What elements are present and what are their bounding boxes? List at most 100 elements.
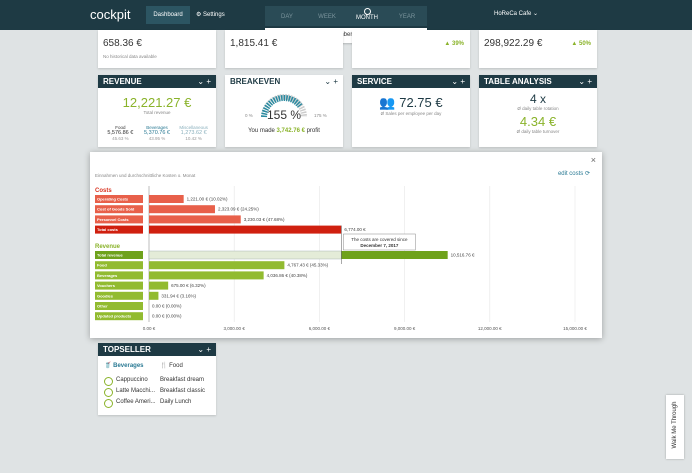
- chart: 0.00 € 3,000.00 € 6,000.00 € 9,000.00 € 12,0…: [95, 186, 587, 331]
- x-tick-label: 6,000.00 €: [309, 326, 331, 331]
- category-label: Other: [97, 304, 108, 309]
- walk-button[interactable]: Walk Me Through: [666, 395, 684, 459]
- tab[interactable]: 🍴 Food: [160, 363, 183, 369]
- gauge-min: 0 %: [245, 113, 253, 118]
- bar: [149, 225, 342, 234]
- period[interactable]: DAY: [281, 14, 293, 20]
- category-box: [95, 251, 143, 259]
- period[interactable]: WEEK: [318, 14, 336, 20]
- category-box: [95, 195, 143, 203]
- nav-dashboard[interactable]: Dashboard: [146, 6, 190, 24]
- bar: [149, 205, 215, 214]
- card-title: REVENUE: [103, 77, 142, 86]
- breakdown-item: Miscellaneous 1,273.62 €10.42 %: [175, 125, 212, 141]
- value-label: 6,774.00 €: [344, 227, 366, 232]
- breakdown-share: 43.95 %: [148, 136, 166, 141]
- annotation: The costs are covered since: [351, 237, 408, 242]
- card-change: ▲ 50%: [571, 41, 591, 47]
- rank: [104, 399, 113, 408]
- table-card: TABLE ANALYSIS ⌄ + 4 x Ø daily table rota…: [479, 75, 597, 147]
- bar: [149, 215, 241, 224]
- nav-settings-label: Settings: [203, 12, 225, 18]
- x-tick-label: 9,000.00 €: [394, 326, 416, 331]
- service-caption: Ø Sales per employee per day: [380, 111, 442, 116]
- topseller-item: Breakfast classic: [160, 388, 206, 394]
- breakdown-label: Food: [115, 125, 126, 130]
- turnover-caption: Ø daily table turnover: [516, 129, 560, 134]
- edit-costs[interactable]: edit costs ⟳: [557, 171, 590, 177]
- category-label: Operating Costs: [97, 197, 129, 202]
- gauge-max: 175 %: [314, 113, 327, 118]
- card-title: TOPSELLER: [103, 345, 151, 354]
- top-card: ▲ 39%: [352, 30, 470, 68]
- breakdown-value: 5,576.86 €: [107, 130, 134, 136]
- gauge-fill: [261, 94, 303, 118]
- card-header: REVENUE ⌄ +: [98, 75, 216, 88]
- period[interactable]: YEAR: [398, 14, 416, 20]
- bar: [149, 291, 159, 300]
- category-box: [95, 312, 143, 321]
- annotation-box: [343, 233, 416, 251]
- bar: [149, 195, 184, 203]
- msg: profit: [306, 128, 320, 134]
- card-value: 658.36 €: [103, 38, 142, 49]
- tab[interactable]: 🥤 Beverages: [104, 363, 144, 369]
- popup-subtitle: Einnahmen und durchschnittliche Kosten o…: [95, 173, 196, 178]
- service-value: 👥 72.75 €: [379, 95, 443, 110]
- value-label: 4,036.86 € (40.38%): [267, 273, 308, 278]
- card-note: No historical data available: [103, 54, 157, 59]
- service-amount: 72.75 €: [399, 95, 443, 110]
- tab-label: Food: [169, 363, 183, 369]
- close[interactable]: ×: [590, 155, 596, 165]
- bar: [149, 281, 169, 290]
- category-label: Updated products: [97, 314, 132, 319]
- date: December 2017: [324, 32, 368, 38]
- card-title: TABLE ANALYSIS: [484, 77, 552, 86]
- category-box: [95, 291, 143, 300]
- breakdown-value: 5,370.76 €: [144, 130, 170, 136]
- top-card: 298,922.29 € ▲ 50%: [479, 30, 597, 68]
- value-label: 3,230.03 € (47.68%): [244, 217, 285, 222]
- breakdown: Food 5,576.86 €45.63 % Beverages 5,370.76 €…: [102, 125, 212, 141]
- value-label: 10,516.76 €: [451, 253, 475, 258]
- card-title: SERVICE: [357, 77, 392, 86]
- period-selector: DAY WEEK MONTH YEAR: [265, 6, 427, 26]
- breakdown-item: Food 5,576.86 €45.63 %: [102, 125, 139, 141]
- breakdown-share: 10.42 %: [185, 136, 202, 141]
- value-label: 0.00 € (0.00%): [152, 304, 182, 309]
- profit: 3,742.76 €: [276, 128, 305, 134]
- revenue-value: 12,221.27 €: [122, 95, 192, 110]
- category-label: Food: [97, 263, 107, 268]
- revenue-caption: Total revenue: [143, 110, 171, 115]
- edit-label: edit costs: [557, 171, 584, 177]
- venue[interactable]: HoReCa Cafe ⌄: [494, 11, 539, 17]
- bar: [149, 261, 285, 270]
- covered-costs: [148, 250, 342, 260]
- breakdown-value: 1,273.62 €: [180, 130, 207, 136]
- card-title: BREAKEVEN: [230, 77, 281, 86]
- tab-label: Beverages: [113, 363, 144, 369]
- logo: cockpit: [90, 7, 131, 22]
- nav-settings[interactable]: ⚙ Settings: [196, 12, 225, 18]
- value-label: 2,323.09 € (24.25%): [218, 207, 259, 212]
- top-card: 1,815.41 €: [225, 30, 343, 68]
- annotation-date: December 7, 2017: [360, 243, 399, 248]
- value-label: 331.94 € (3.16%): [161, 293, 196, 298]
- category-box: [95, 271, 143, 280]
- card-change: ▲ 39%: [444, 41, 464, 47]
- category-label: Goodies: [97, 293, 114, 298]
- breakdown-item: Beverages 5,370.76 €43.95 %: [139, 125, 176, 141]
- topseller-item: Breakfast dream: [160, 377, 205, 383]
- card-header: SERVICE ⌄ +: [352, 75, 470, 88]
- rotation: 4 x: [529, 92, 546, 106]
- category-label: Cost of Goods Sold: [97, 207, 135, 212]
- x-tick-label: 3,000.00 €: [224, 326, 246, 331]
- period[interactable]: MONTH: [356, 15, 378, 21]
- category-label: Total revenue: [97, 253, 123, 258]
- card-header: BREAKEVEN ⌄ +: [225, 75, 343, 88]
- category-box: [95, 225, 143, 234]
- category-label: Personnel Costs: [97, 217, 129, 222]
- topseller-card: TOPSELLER ⌄ + 🥤 Beverages 🍴 Food Cappucci…: [98, 343, 216, 415]
- category-box: [95, 261, 143, 270]
